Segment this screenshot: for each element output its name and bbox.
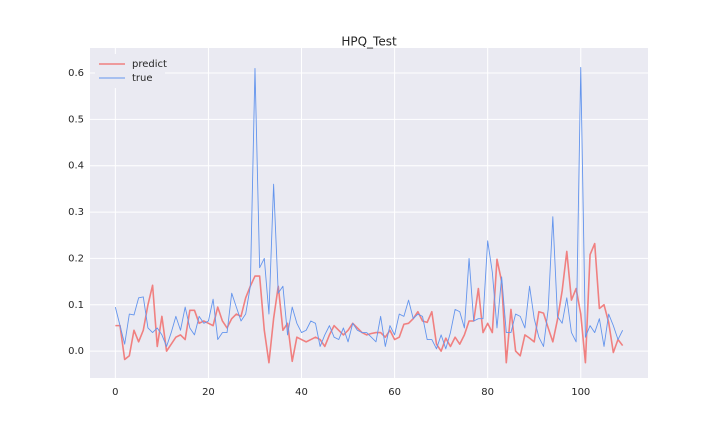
line-series <box>115 242 624 364</box>
y-tick-label: 0.0 <box>68 346 84 357</box>
x-tick-label: 20 <box>202 387 215 398</box>
legend-label: predict <box>132 59 167 70</box>
y-tick-label: 0.6 <box>68 68 84 79</box>
x-tick-label: 40 <box>295 387 308 398</box>
y-tick-label: 0.2 <box>68 253 84 264</box>
x-tick-label: 0 <box>112 387 118 398</box>
chart-title: HPQ_Test <box>341 35 397 49</box>
x-tick-label: 100 <box>571 387 590 398</box>
y-tick-label: 0.1 <box>68 300 84 311</box>
x-tick-label: 80 <box>481 387 494 398</box>
legend-label: true <box>132 73 153 84</box>
line-series <box>114 67 624 350</box>
y-tick-label: 0.4 <box>68 161 84 172</box>
x-tick-label: 60 <box>388 387 401 398</box>
legend-box <box>95 54 165 88</box>
plot-area <box>90 48 648 378</box>
y-tick-label: 0.3 <box>68 207 84 218</box>
y-tick-label: 0.5 <box>68 114 84 125</box>
